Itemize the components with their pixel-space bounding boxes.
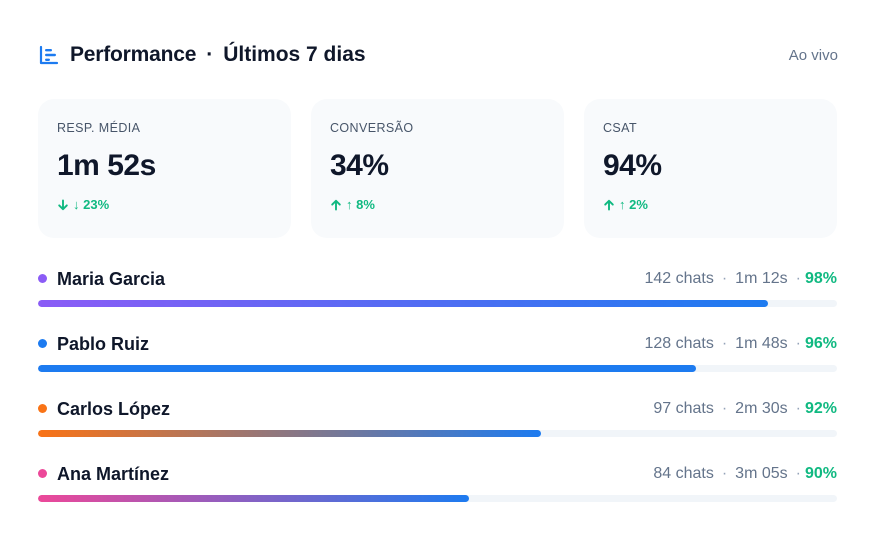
agent-avg-time: 1m 48s: [735, 335, 788, 352]
kpi-delta: ↑ 2%: [603, 197, 819, 212]
kpi-delta-text: ↑ 2%: [619, 197, 648, 212]
agent-progress-track: [38, 300, 837, 307]
agent-name: Carlos López: [57, 398, 171, 419]
agent-list: Maria Garcia 142 chats · 1m 12s · 98% Pa…: [38, 264, 837, 524]
agent-color-dot: [38, 273, 47, 283]
header: Performance · Últimos 7 dias Ao vivo: [38, 40, 838, 70]
agent-row[interactable]: Maria Garcia 142 chats · 1m 12s · 98%: [38, 264, 837, 329]
agent-chats: 128 chats: [644, 335, 714, 352]
kpi-delta-text: ↓ 23%: [73, 197, 110, 212]
agent-progress-track: [38, 495, 837, 502]
stat-separator: ·: [795, 270, 801, 287]
agent-progress-track: [38, 365, 837, 372]
stat-separator: ·: [795, 465, 801, 482]
agent-chats: 97 chats: [653, 400, 714, 417]
agent-stats: 97 chats · 2m 30s · 92%: [653, 400, 837, 418]
agent-score: 98%: [804, 270, 837, 287]
stat-separator: ·: [721, 335, 728, 352]
arrow-down-icon: [57, 199, 69, 211]
agent-score: 92%: [804, 400, 837, 417]
agent-row[interactable]: Carlos López 97 chats · 2m 30s · 92%: [38, 394, 837, 459]
agent-stats: 142 chats · 1m 12s · 98%: [644, 270, 837, 288]
agent-progress-fill: [38, 365, 697, 372]
kpi-value: 94%: [603, 149, 662, 182]
agent-avg-time: 3m 05s: [735, 465, 788, 482]
agent-progress-fill: [38, 300, 769, 307]
agent-score: 90%: [804, 465, 837, 482]
kpi-cards: RESP. MÉDIA 1m 52s ↓ 23% CONVERSÃO 34% ↑…: [38, 99, 837, 238]
kpi-value: 1m 52s: [57, 149, 156, 182]
agent-stats: 128 chats · 1m 48s · 96%: [644, 335, 837, 353]
agent-score: 96%: [804, 335, 837, 352]
agent-progress-track: [38, 430, 837, 437]
kpi-card-conversion: CONVERSÃO 34% ↑ 8%: [311, 99, 564, 238]
agent-name: Maria Garcia: [57, 268, 166, 289]
agent-stats: 84 chats · 3m 05s · 90%: [653, 465, 837, 483]
agent-row[interactable]: Pablo Ruiz 128 chats · 1m 48s · 96%: [38, 329, 837, 394]
agent-name: Pablo Ruiz: [57, 333, 150, 354]
kpi-delta-text: ↑ 8%: [346, 197, 375, 212]
agent-color-dot: [38, 468, 47, 478]
page-title: Performance: [70, 43, 197, 66]
agent-color-dot: [38, 403, 47, 413]
stat-separator: ·: [795, 335, 801, 352]
period-subtitle: Últimos 7 dias: [223, 43, 366, 66]
agent-name: Ana Martínez: [57, 463, 170, 484]
title-separator: ·: [206, 43, 214, 66]
stat-separator: ·: [721, 270, 728, 287]
agent-progress-fill: [38, 495, 469, 502]
agent-avg-time: 1m 12s: [735, 270, 788, 287]
kpi-delta: ↑ 8%: [330, 197, 546, 212]
arrow-up-icon: [330, 199, 342, 211]
agent-row[interactable]: Ana Martínez 84 chats · 3m 05s · 90%: [38, 459, 837, 524]
stat-separator: ·: [795, 400, 801, 417]
agent-chats: 84 chats: [653, 465, 714, 482]
stat-separator: ·: [721, 400, 728, 417]
agent-progress-fill: [38, 430, 541, 437]
bar-chart-icon: [38, 44, 60, 66]
kpi-label: CSAT: [603, 121, 638, 135]
arrow-up-icon: [603, 199, 615, 211]
kpi-card-response-time: RESP. MÉDIA 1m 52s ↓ 23%: [38, 99, 291, 238]
kpi-label: RESP. MÉDIA: [57, 121, 141, 135]
kpi-label: CONVERSÃO: [330, 121, 414, 135]
kpi-value: 34%: [330, 149, 389, 182]
stat-separator: ·: [721, 465, 728, 482]
agent-chats: 142 chats: [644, 270, 714, 287]
kpi-card-csat: CSAT 94% ↑ 2%: [584, 99, 837, 238]
live-link[interactable]: Ao vivo: [788, 46, 838, 64]
agent-color-dot: [38, 338, 47, 348]
kpi-delta: ↓ 23%: [57, 197, 273, 212]
agent-avg-time: 2m 30s: [735, 400, 788, 417]
